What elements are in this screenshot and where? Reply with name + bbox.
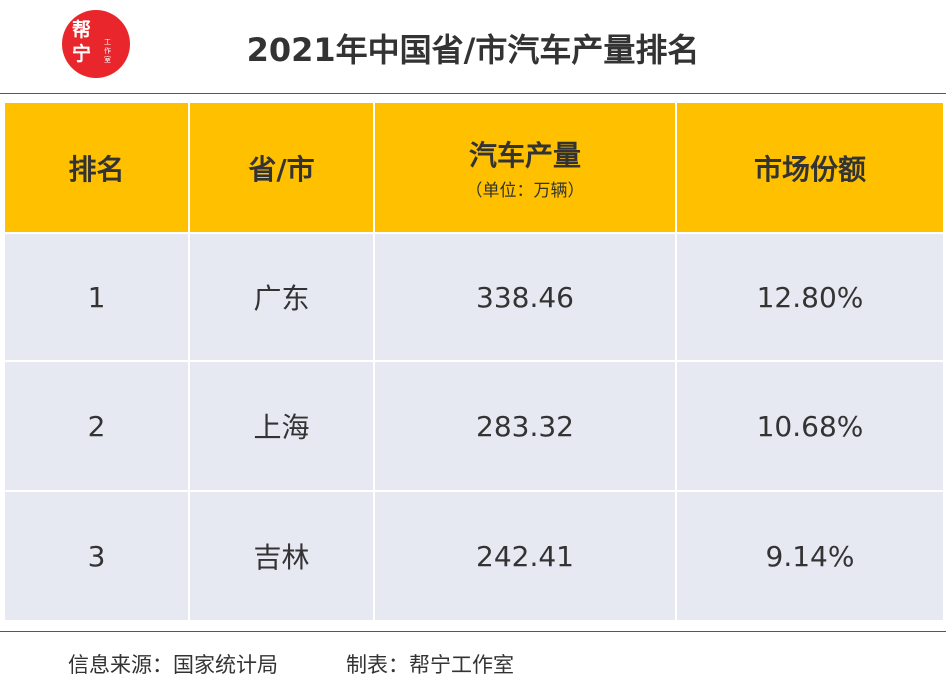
header-cell: 省/市 xyxy=(190,103,373,232)
table-cell: 283.32 xyxy=(375,362,675,490)
header-cell: 市场份额 xyxy=(677,103,943,232)
title: 2021年中国省/市汽车产量排名 xyxy=(246,31,700,69)
header-cell: 排名 xyxy=(5,103,188,232)
header-label: 排名 xyxy=(68,152,125,186)
header-label: 省/市 xyxy=(248,152,315,186)
header-unit: （单位：万辆） xyxy=(465,181,585,201)
header-cell: 汽车产量 （单位：万辆） xyxy=(375,103,675,232)
table-cell: 3 xyxy=(5,492,188,620)
header-label: 市场份额 xyxy=(753,152,866,186)
logo: 帮宁 工作室 xyxy=(62,10,130,78)
table-cell: 12.80% xyxy=(677,234,943,360)
logo-subtext: 工作室 xyxy=(104,38,111,64)
table-cell: 广东 xyxy=(190,234,373,360)
table-cell: 吉林 xyxy=(190,492,373,620)
table-cell: 10.68% xyxy=(677,362,943,490)
maker: 制表：帮宁工作室 xyxy=(346,653,514,677)
divider xyxy=(0,631,946,632)
table-cell: 242.41 xyxy=(375,492,675,620)
table-cell: 上海 xyxy=(190,362,373,490)
table-cell: 1 xyxy=(5,234,188,360)
logo-text: 帮宁 xyxy=(72,19,92,65)
table-cell: 9.14% xyxy=(677,492,943,620)
table-cell: 338.46 xyxy=(375,234,675,360)
header-label: 汽车产量 xyxy=(468,139,581,172)
divider xyxy=(0,93,946,94)
source: 信息来源：国家统计局 xyxy=(68,653,278,677)
table-cell: 2 xyxy=(5,362,188,490)
